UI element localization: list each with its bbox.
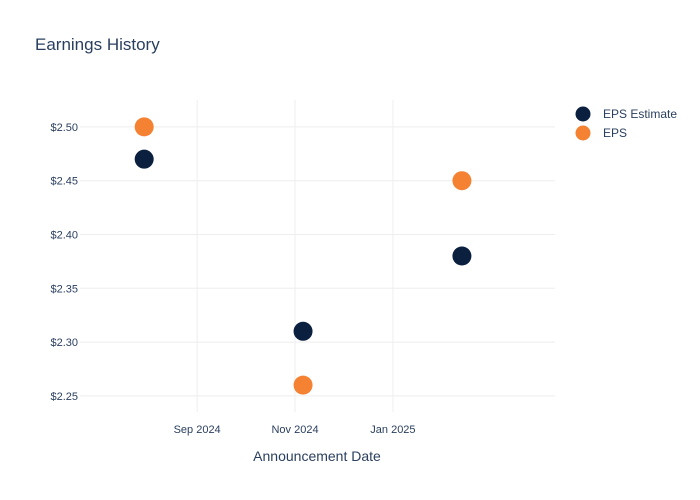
legend-label-eps[interactable]: EPS <box>603 126 627 140</box>
y-tick-label: $2.35 <box>50 283 78 295</box>
x-axis-label: Announcement Date <box>253 448 381 464</box>
y-tick-label: $2.25 <box>50 391 78 403</box>
eps-point[interactable] <box>134 117 154 137</box>
y-tick-label: $2.50 <box>50 122 78 134</box>
y-tick-label: $2.30 <box>50 337 78 349</box>
eps-point[interactable] <box>293 375 313 395</box>
eps-estimate-point[interactable] <box>293 321 313 341</box>
legend[interactable]: EPS Estimate EPS <box>575 106 678 141</box>
y-tick-label: $2.45 <box>50 176 78 188</box>
chart-title: Earnings History <box>35 35 160 54</box>
y-tick-label: $2.40 <box>50 229 78 241</box>
legend-label-eps-estimate[interactable]: EPS Estimate <box>603 107 677 121</box>
x-tick-label: Jan 2025 <box>370 424 415 436</box>
legend-marker-eps[interactable] <box>575 125 591 141</box>
x-tick-label: Nov 2024 <box>271 424 318 436</box>
eps-estimate-point[interactable] <box>134 149 154 169</box>
data-points <box>134 117 472 395</box>
eps-point[interactable] <box>452 171 472 191</box>
legend-marker-eps-estimate[interactable] <box>575 106 591 122</box>
y-axis-ticks: $2.25 $2.30 $2.35 $2.40 $2.45 $2.50 <box>50 122 78 403</box>
grid <box>80 100 555 412</box>
x-axis-ticks: Sep 2024 Nov 2024 Jan 2025 <box>174 424 416 436</box>
eps-estimate-point[interactable] <box>452 246 472 266</box>
x-tick-label: Sep 2024 <box>174 424 221 436</box>
